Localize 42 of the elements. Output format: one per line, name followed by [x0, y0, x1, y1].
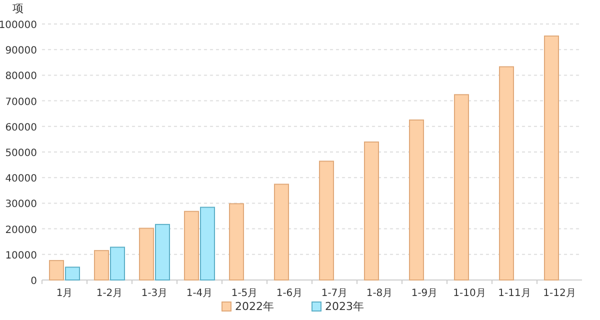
y-tick-label: 40000 [5, 174, 37, 185]
bar [184, 210, 199, 280]
y-tick-label: 70000 [5, 96, 37, 108]
bar [409, 120, 424, 280]
bar [364, 142, 379, 280]
x-tick-label: 1-5月 [231, 288, 258, 299]
y-tick-label: 30000 [5, 199, 37, 210]
x-tick-label: 1月 [56, 288, 73, 299]
y-tick-label: 10000 [5, 250, 37, 262]
bar [454, 94, 469, 280]
bar [110, 246, 125, 280]
x-tick-label: 1-4月 [186, 288, 213, 299]
y-tick-label: 20000 [5, 224, 37, 236]
y-tick-label: 0 [30, 276, 37, 287]
legend-label: 2023年 [325, 300, 364, 313]
bar [544, 36, 559, 280]
bar [94, 250, 109, 280]
x-tick-label: 1-8月 [366, 288, 393, 299]
x-tick-label: 1-11月 [498, 288, 531, 299]
bar [139, 228, 154, 280]
bar [155, 224, 170, 280]
y-tick-label: 60000 [5, 122, 37, 134]
bar [49, 260, 64, 280]
bar [319, 160, 334, 280]
bar [200, 206, 215, 280]
bar [229, 203, 244, 280]
x-tick-label: 1-7月 [321, 288, 348, 299]
y-tick-label: 90000 [5, 46, 37, 57]
y-tick-label: 80000 [5, 71, 37, 82]
bar [274, 184, 289, 280]
x-tick-label: 1-6月 [276, 288, 303, 299]
bar [65, 266, 80, 280]
y-tick-label: 50000 [5, 148, 37, 159]
x-tick-label: 1-12月 [543, 288, 576, 299]
x-tick-label: 1-10月 [453, 288, 486, 299]
bar [499, 66, 514, 280]
x-tick-label: 1-3月 [141, 288, 168, 299]
x-tick-label: 1-9月 [411, 288, 438, 299]
x-tick-label: 1-2月 [96, 288, 123, 299]
legend-label: 2022年 [235, 300, 274, 313]
y-tick-label: 100000 [0, 20, 37, 31]
y-axis-title: 项 [12, 2, 24, 15]
